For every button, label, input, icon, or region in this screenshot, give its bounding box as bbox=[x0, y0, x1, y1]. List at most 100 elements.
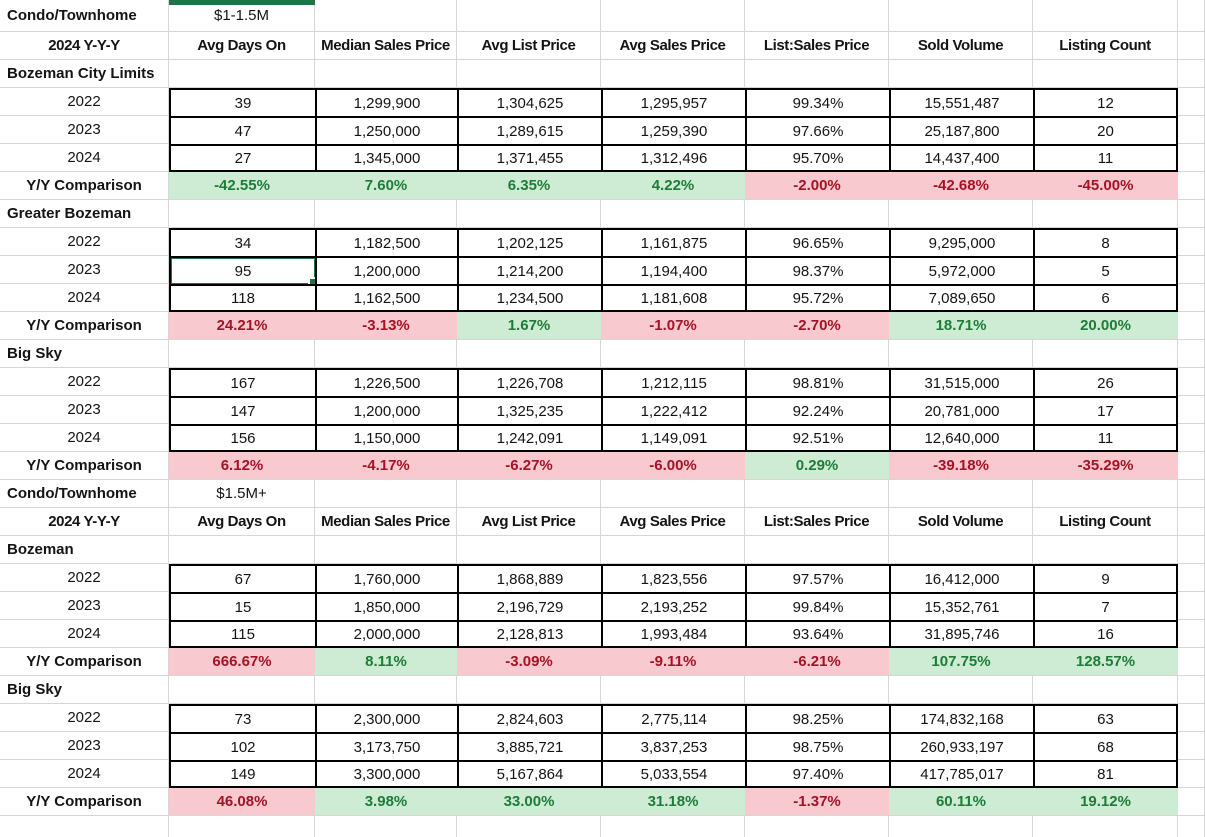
yy-value[interactable]: -4.17% bbox=[315, 452, 457, 480]
data-cell[interactable]: 63 bbox=[1033, 704, 1178, 732]
yy-value[interactable]: -42.55% bbox=[169, 172, 315, 200]
data-cell[interactable]: 102 bbox=[169, 732, 315, 760]
data-cell[interactable]: 31,895,746 bbox=[889, 620, 1033, 648]
data-cell[interactable]: 8 bbox=[1033, 228, 1178, 256]
yy-value[interactable]: -9.11% bbox=[601, 648, 745, 676]
data-cell[interactable]: 147 bbox=[169, 396, 315, 424]
empty-cell[interactable] bbox=[1178, 704, 1205, 732]
data-cell[interactable]: 1,345,000 bbox=[315, 144, 457, 172]
data-cell[interactable]: 1,289,615 bbox=[457, 116, 601, 144]
data-cell[interactable]: 9,295,000 bbox=[889, 228, 1033, 256]
empty-cell[interactable] bbox=[889, 340, 1033, 368]
column-header[interactable]: Avg List Price bbox=[457, 508, 601, 536]
empty-cell[interactable] bbox=[1178, 508, 1205, 536]
data-cell[interactable]: 95.70% bbox=[745, 144, 889, 172]
empty-cell[interactable] bbox=[601, 200, 745, 228]
empty-cell[interactable] bbox=[601, 340, 745, 368]
empty-cell[interactable] bbox=[1033, 480, 1178, 508]
empty-cell[interactable] bbox=[1178, 564, 1205, 592]
column-header[interactable]: Sold Volume bbox=[889, 32, 1033, 60]
empty-cell[interactable] bbox=[169, 340, 315, 368]
data-cell[interactable]: 96.65% bbox=[745, 228, 889, 256]
data-cell[interactable]: 1,181,608 bbox=[601, 284, 745, 312]
empty-cell[interactable] bbox=[601, 0, 745, 32]
section-label[interactable]: Big Sky bbox=[0, 676, 169, 704]
data-cell[interactable]: 1,149,091 bbox=[601, 424, 745, 452]
data-cell[interactable]: 2,824,603 bbox=[457, 704, 601, 732]
empty-cell[interactable] bbox=[315, 60, 457, 88]
empty-cell[interactable] bbox=[457, 340, 601, 368]
empty-cell[interactable] bbox=[1033, 60, 1178, 88]
data-cell[interactable]: 15,352,761 bbox=[889, 592, 1033, 620]
empty-cell[interactable] bbox=[315, 0, 457, 32]
yy-comparison-label[interactable]: Y/Y Comparison bbox=[0, 648, 169, 676]
empty-cell[interactable] bbox=[1178, 312, 1205, 340]
empty-cell[interactable] bbox=[1178, 816, 1205, 837]
data-cell[interactable]: 417,785,017 bbox=[889, 760, 1033, 788]
data-cell[interactable]: 99.34% bbox=[745, 88, 889, 116]
yy-value[interactable]: -2.70% bbox=[745, 312, 889, 340]
year-label[interactable]: 2024 bbox=[0, 760, 169, 788]
data-cell[interactable]: 1,850,000 bbox=[315, 592, 457, 620]
data-cell[interactable]: 1,150,000 bbox=[315, 424, 457, 452]
year-label[interactable]: 2022 bbox=[0, 88, 169, 116]
empty-cell[interactable] bbox=[889, 480, 1033, 508]
data-cell[interactable]: 174,832,168 bbox=[889, 704, 1033, 732]
data-cell[interactable]: 92.24% bbox=[745, 396, 889, 424]
empty-cell[interactable] bbox=[315, 816, 457, 837]
yy-value[interactable]: 3.98% bbox=[315, 788, 457, 816]
price-range[interactable]: $1-1.5M bbox=[169, 0, 315, 32]
data-cell[interactable]: 5,167,864 bbox=[457, 760, 601, 788]
empty-cell[interactable] bbox=[1178, 60, 1205, 88]
empty-cell[interactable] bbox=[601, 480, 745, 508]
data-cell[interactable]: 1,234,500 bbox=[457, 284, 601, 312]
empty-cell[interactable] bbox=[457, 0, 601, 32]
empty-cell[interactable] bbox=[745, 60, 889, 88]
data-cell[interactable]: 149 bbox=[169, 760, 315, 788]
yy-value[interactable]: 8.11% bbox=[315, 648, 457, 676]
data-cell[interactable]: 5,033,554 bbox=[601, 760, 745, 788]
empty-cell[interactable] bbox=[1033, 816, 1178, 837]
data-cell[interactable]: 1,194,400 bbox=[601, 256, 745, 284]
data-cell[interactable]: 3,885,721 bbox=[457, 732, 601, 760]
empty-cell[interactable] bbox=[1033, 0, 1178, 32]
data-cell[interactable]: 1,214,200 bbox=[457, 256, 601, 284]
data-cell[interactable]: 3,173,750 bbox=[315, 732, 457, 760]
data-cell[interactable]: 97.40% bbox=[745, 760, 889, 788]
empty-cell[interactable] bbox=[745, 676, 889, 704]
year-label[interactable]: 2023 bbox=[0, 732, 169, 760]
empty-cell[interactable] bbox=[745, 340, 889, 368]
column-header[interactable]: Avg Days On bbox=[169, 32, 315, 60]
empty-cell[interactable] bbox=[1178, 88, 1205, 116]
empty-cell[interactable] bbox=[1178, 228, 1205, 256]
yy-value[interactable]: -2.00% bbox=[745, 172, 889, 200]
yy-value[interactable]: 666.67% bbox=[169, 648, 315, 676]
data-cell[interactable]: 118 bbox=[169, 284, 315, 312]
empty-cell[interactable] bbox=[1178, 760, 1205, 788]
empty-cell[interactable] bbox=[601, 676, 745, 704]
yy-value[interactable]: -3.13% bbox=[315, 312, 457, 340]
table-title[interactable]: Condo/Townhome bbox=[0, 480, 169, 508]
empty-cell[interactable] bbox=[745, 200, 889, 228]
data-cell[interactable]: 99.84% bbox=[745, 592, 889, 620]
section-label[interactable]: Bozeman bbox=[0, 536, 169, 564]
empty-cell[interactable] bbox=[169, 676, 315, 704]
section-label[interactable]: Bozeman City Limits bbox=[0, 60, 169, 88]
data-cell[interactable]: 12 bbox=[1033, 88, 1178, 116]
empty-cell[interactable] bbox=[745, 0, 889, 32]
empty-cell[interactable] bbox=[1178, 648, 1205, 676]
yy-value[interactable]: -6.21% bbox=[745, 648, 889, 676]
year-label[interactable]: 2022 bbox=[0, 228, 169, 256]
data-cell[interactable]: 1,312,496 bbox=[601, 144, 745, 172]
data-cell[interactable]: 1,295,957 bbox=[601, 88, 745, 116]
empty-cell[interactable] bbox=[1178, 116, 1205, 144]
data-cell[interactable]: 34 bbox=[169, 228, 315, 256]
empty-cell[interactable] bbox=[1178, 620, 1205, 648]
empty-cell[interactable] bbox=[889, 0, 1033, 32]
data-cell[interactable]: 92.51% bbox=[745, 424, 889, 452]
empty-cell[interactable] bbox=[1178, 368, 1205, 396]
empty-cell[interactable] bbox=[889, 816, 1033, 837]
data-cell[interactable]: 1,325,235 bbox=[457, 396, 601, 424]
column-header[interactable]: List:Sales Price bbox=[745, 32, 889, 60]
data-cell[interactable]: 1,371,455 bbox=[457, 144, 601, 172]
